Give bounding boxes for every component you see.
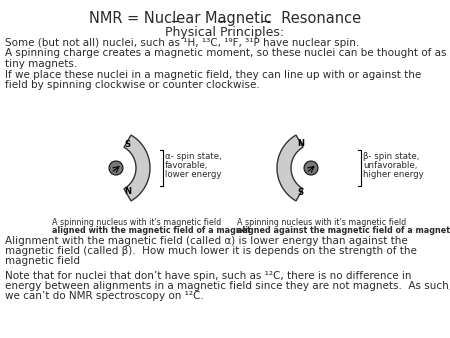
Text: magnetic field: magnetic field: [5, 256, 80, 266]
Text: energy between alignments in a magnetic field since they are not magnets.  As su: energy between alignments in a magnetic …: [5, 281, 450, 291]
Text: lower energy: lower energy: [165, 170, 221, 179]
Text: aligned with the magnetic field of a magnet: aligned with the magnetic field of a mag…: [52, 226, 251, 235]
Text: β- spin state,: β- spin state,: [363, 152, 419, 161]
Text: Note that for nuclei that don’t have spin, such as ¹²C, there is no difference i: Note that for nuclei that don’t have spi…: [5, 271, 411, 281]
Text: Some (but not all) nuclei, such as ¹H, ¹³C, ¹⁹F, ³¹P have nuclear spin.: Some (but not all) nuclei, such as ¹H, ¹…: [5, 38, 359, 48]
Text: NMR = Nuclear Magnetic  Resonance: NMR = Nuclear Magnetic Resonance: [89, 11, 361, 26]
Text: aligned against the magnetic field of a magnet: aligned against the magnetic field of a …: [237, 226, 450, 235]
Text: tiny magnets.: tiny magnets.: [5, 59, 77, 69]
Circle shape: [304, 161, 318, 175]
Text: Physical Principles:: Physical Principles:: [166, 26, 284, 39]
Text: Alignment with the magnetic field (called α) is lower energy than against the: Alignment with the magnetic field (calle…: [5, 236, 408, 246]
Text: α- spin state,: α- spin state,: [165, 152, 222, 161]
Polygon shape: [277, 135, 303, 201]
Circle shape: [109, 161, 123, 175]
Text: A spinning nucleus with it's magnetic field: A spinning nucleus with it's magnetic fi…: [52, 218, 221, 227]
Text: N: N: [297, 139, 304, 148]
Text: S: S: [125, 140, 130, 149]
Text: higher energy: higher energy: [363, 170, 424, 179]
Text: A spinning charge creates a magnetic moment, so these nuclei can be thought of a: A spinning charge creates a magnetic mom…: [5, 48, 446, 58]
Text: we can’t do NMR spectroscopy on ¹²C.: we can’t do NMR spectroscopy on ¹²C.: [5, 291, 204, 301]
Text: field by spinning clockwise or counter clockwise.: field by spinning clockwise or counter c…: [5, 80, 260, 90]
Polygon shape: [124, 135, 150, 201]
Text: unfavorable,: unfavorable,: [363, 161, 418, 170]
Text: magnetic field (called β).  How much lower it is depends on the strength of the: magnetic field (called β). How much lowe…: [5, 246, 417, 256]
Text: A spinning nucleus with it's magnetic field: A spinning nucleus with it's magnetic fi…: [237, 218, 406, 227]
Text: favorable,: favorable,: [165, 161, 208, 170]
Text: N: N: [124, 187, 131, 196]
Text: If we place these nuclei in a magnetic field, they can line up with or against t: If we place these nuclei in a magnetic f…: [5, 70, 421, 79]
Text: S: S: [297, 188, 303, 197]
